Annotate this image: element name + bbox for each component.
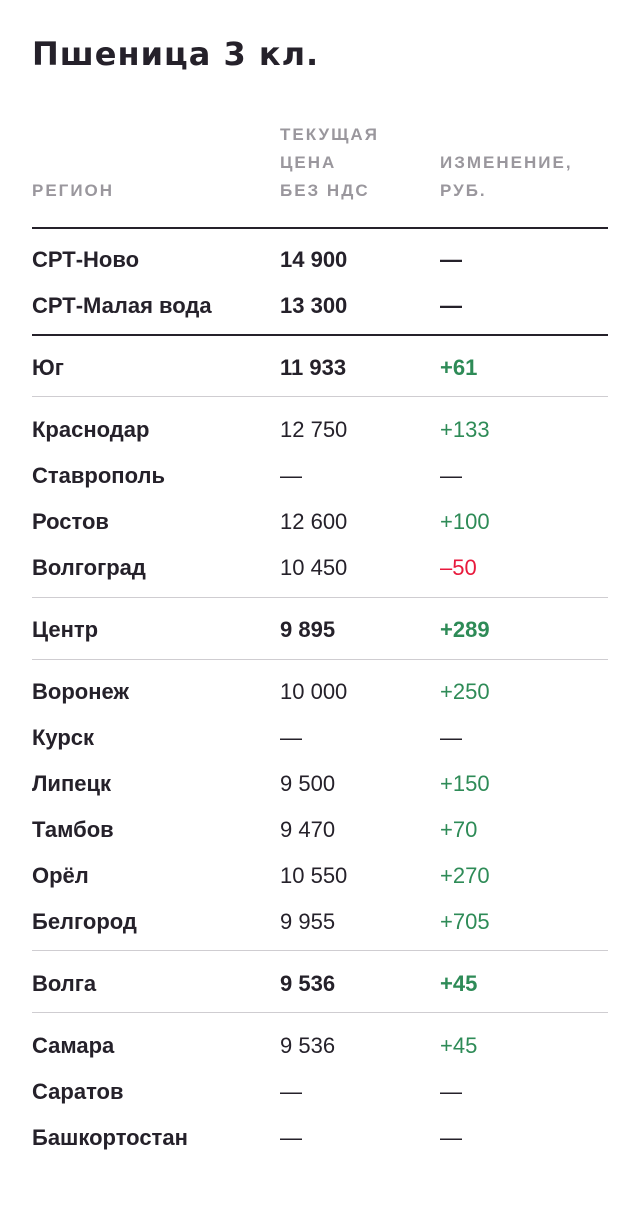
price-cell: — [280, 463, 302, 488]
price-cell: 9 536 [280, 971, 336, 996]
page-title: Пшеница 3 кл. [32, 35, 320, 73]
change-cell: — [440, 293, 462, 318]
table-row: Курск — — [32, 715, 608, 761]
table-row-summary-centr: Центр 9 895 +289 [32, 607, 608, 653]
table-row-summary-yug: Юг 11 933 +61 [32, 345, 608, 391]
divider [32, 597, 608, 598]
region-cell: Курск [32, 725, 95, 750]
region-cell: СРТ-Ново [32, 247, 140, 272]
change-cell: –50 [440, 555, 477, 580]
table-row-summary-volga: Волга 9 536 +45 [32, 961, 608, 1007]
header-price-line3: БЕЗ НДС [280, 181, 370, 200]
price-cell: 9 500 [280, 771, 336, 796]
divider [32, 659, 608, 660]
table-row: Ставрополь — — [32, 453, 608, 499]
price-cell: 10 450 [280, 555, 348, 580]
change-cell: +100 [440, 509, 490, 534]
change-cell: +61 [440, 355, 478, 380]
change-cell: +150 [440, 771, 490, 796]
table-row-srt-novo: СРТ-Ново 14 900 — [32, 237, 608, 283]
region-cell: Юг [32, 355, 64, 380]
table-row: Воронеж 10 000 +250 [32, 669, 608, 715]
price-cell: 14 900 [280, 247, 348, 272]
region-cell: СРТ-Малая вода [32, 293, 212, 318]
price-cell: — [280, 725, 302, 750]
region-cell: Самара [32, 1033, 115, 1058]
region-cell: Волга [32, 971, 97, 996]
table-row: Самара 9 536 +45 [32, 1023, 608, 1069]
divider [32, 1012, 608, 1013]
change-cell: — [440, 725, 462, 750]
region-cell: Волгоград [32, 555, 146, 580]
price-cell: 13 300 [280, 293, 348, 318]
change-cell: +289 [440, 617, 490, 642]
divider [32, 396, 608, 397]
table-row: Краснодар 12 750 +133 [32, 407, 608, 453]
change-cell: — [440, 1125, 462, 1150]
region-cell: Башкортостан [32, 1125, 188, 1150]
region-cell: Орёл [32, 863, 89, 888]
table-row: Саратов — — [32, 1069, 608, 1115]
price-cell: 9 955 [280, 909, 336, 934]
change-cell: — [440, 1079, 462, 1104]
region-cell: Липецк [32, 771, 112, 796]
price-cell: 11 933 [280, 355, 347, 380]
region-cell: Центр [32, 617, 99, 642]
change-cell: — [440, 247, 462, 272]
price-cell: 9 536 [280, 1033, 336, 1058]
table-row: Орёл 10 550 +270 [32, 853, 608, 899]
price-cell: 12 600 [280, 509, 348, 534]
region-cell: Ростов [32, 509, 109, 534]
change-cell: +133 [440, 417, 490, 442]
table-row: Волгоград 10 450 –50 [32, 545, 608, 591]
change-cell: +705 [440, 909, 490, 934]
table-row: Башкортостан — — [32, 1115, 608, 1161]
divider [32, 950, 608, 951]
price-cell: 9 470 [280, 817, 336, 842]
header-region-label: РЕГИОН [32, 181, 115, 200]
region-cell: Ставрополь [32, 463, 165, 488]
price-cell: 12 750 [280, 417, 348, 442]
table-row: Белгород 9 955 +705 [32, 899, 608, 945]
change-cell: +270 [440, 863, 490, 888]
region-cell: Краснодар [32, 417, 150, 442]
change-cell: +45 [440, 1033, 478, 1058]
header-change-line2: РУБ. [440, 181, 487, 200]
price-cell: — [280, 1079, 302, 1104]
table-header: РЕГИОН ТЕКУЩАЯ ЦЕНА БЕЗ НДС ИЗМЕНЕНИЕ, Р… [32, 120, 608, 229]
region-cell: Тамбов [32, 817, 114, 842]
price-cell: 10 000 [280, 679, 348, 704]
header-price-line2: ЦЕНА [280, 153, 337, 172]
header-change-line1: ИЗМЕНЕНИЕ, [440, 153, 573, 172]
divider [32, 334, 608, 336]
change-cell: +70 [440, 817, 478, 842]
header-change: ИЗМЕНЕНИЕ, РУБ. [440, 149, 573, 205]
price-cell: 10 550 [280, 863, 348, 888]
region-cell: Белгород [32, 909, 137, 934]
table-row-srt-malaya-voda: СРТ-Малая вода 13 300 — [32, 283, 608, 329]
change-cell: — [440, 463, 462, 488]
region-cell: Воронеж [32, 679, 130, 704]
table-row: Липецк 9 500 +150 [32, 761, 608, 807]
price-cell: — [280, 1125, 302, 1150]
price-cell: 9 895 [280, 617, 336, 642]
header-price-line1: ТЕКУЩАЯ [280, 125, 379, 144]
header-region: РЕГИОН [32, 177, 114, 205]
table-row: Тамбов 9 470 +70 [32, 807, 608, 853]
region-cell: Саратов [32, 1079, 124, 1104]
table-row: Ростов 12 600 +100 [32, 499, 608, 545]
change-cell: +45 [440, 971, 478, 996]
change-cell: +250 [440, 679, 490, 704]
header-price: ТЕКУЩАЯ ЦЕНА БЕЗ НДС [280, 121, 379, 205]
